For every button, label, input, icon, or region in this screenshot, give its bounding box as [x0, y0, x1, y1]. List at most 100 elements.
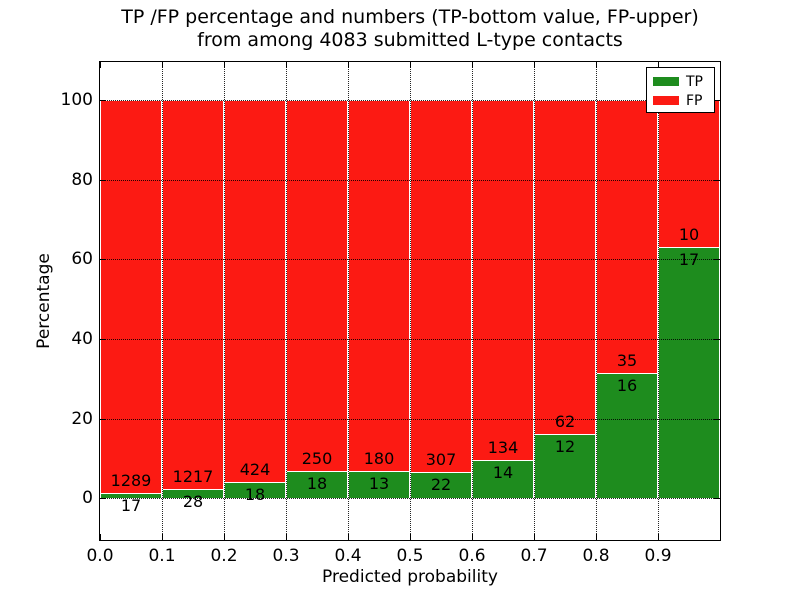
- gridline-horizontal: [100, 338, 720, 340]
- x-tick: [286, 534, 287, 540]
- y-tick: [714, 179, 720, 181]
- y-tick: [100, 99, 106, 101]
- x-tick: [534, 62, 535, 68]
- bar-fp-segment: [224, 99, 286, 482]
- chart-title-line-1: TP /FP percentage and numbers (TP-bottom…: [121, 6, 699, 28]
- x-tick: [348, 534, 349, 540]
- bar-tp-segment: [472, 460, 534, 499]
- bar-tp-segment: [286, 471, 348, 499]
- x-tick: [410, 534, 411, 540]
- legend-swatch-tp-icon: [653, 77, 679, 86]
- x-tick: [534, 534, 535, 540]
- fp-count-label: 424: [239, 459, 271, 479]
- bar-tp-segment: [410, 471, 472, 499]
- bar-fp-segment: [162, 99, 224, 490]
- bar-tp-segment: [348, 471, 410, 499]
- fp-count-label: 62: [554, 411, 576, 431]
- legend-entry-tp: TP: [653, 73, 714, 90]
- y-tick: [100, 259, 106, 261]
- y-tick-label: 60: [71, 249, 93, 270]
- chart-title-line-2: from among 4083 submitted L-type contact…: [197, 29, 623, 51]
- x-tick-label: 0.4: [334, 546, 362, 566]
- tp-count-label: 18: [306, 474, 328, 494]
- fp-count-label: 134: [487, 438, 519, 458]
- fp-count-label: 307: [425, 449, 457, 469]
- x-tick: [162, 534, 163, 540]
- legend-swatch-fp-icon: [653, 96, 679, 105]
- gridline-vertical: [348, 62, 349, 540]
- x-tick: [472, 62, 473, 68]
- fp-count-label: 10: [678, 225, 700, 245]
- tp-count-label: 17: [120, 495, 142, 515]
- legend-label-tp: TP: [686, 73, 703, 90]
- y-tick: [100, 498, 106, 500]
- bar-fp-segment: [658, 99, 720, 248]
- x-tick-label: 0.6: [458, 546, 486, 566]
- tp-count-label: 16: [616, 376, 638, 396]
- bar-fp-segment: [348, 99, 410, 472]
- gridline-vertical: [472, 62, 473, 540]
- x-tick-label: 0.2: [210, 546, 238, 566]
- gridline-vertical: [658, 62, 659, 540]
- x-tick-label: 0.3: [272, 546, 300, 566]
- y-tick-label: 0: [82, 488, 93, 509]
- gridline-horizontal: [100, 179, 720, 181]
- x-tick: [162, 62, 163, 68]
- gridline-vertical: [224, 62, 225, 540]
- y-tick: [714, 259, 720, 261]
- y-tick: [714, 498, 720, 500]
- y-tick-label: 20: [71, 408, 93, 429]
- y-tick: [100, 338, 106, 340]
- chart-title: TP /FP percentage and numbers (TP-bottom…: [100, 6, 720, 52]
- x-tick: [410, 62, 411, 68]
- bar-tp-segment: [100, 492, 162, 499]
- x-tick: [224, 534, 225, 540]
- x-tick: [472, 534, 473, 540]
- x-tick: [348, 62, 349, 68]
- tp-count-label: 13: [368, 474, 390, 494]
- bar-fp-segment: [410, 99, 472, 472]
- gridline-horizontal: [100, 418, 720, 420]
- tp-count-label: 12: [554, 436, 576, 456]
- x-tick: [100, 62, 101, 68]
- x-tick: [596, 534, 597, 540]
- gridline-horizontal: [100, 99, 720, 101]
- tp-count-label: 28: [182, 492, 204, 512]
- x-tick-label: 0.0: [86, 546, 114, 566]
- gridline-vertical: [410, 62, 411, 540]
- bar-fp-segment: [472, 99, 534, 461]
- tp-count-label: 14: [492, 463, 514, 483]
- y-tick: [714, 338, 720, 340]
- x-tick: [224, 62, 225, 68]
- fp-count-label: 35: [616, 351, 638, 371]
- fp-count-label: 250: [301, 449, 333, 469]
- tp-count-label: 22: [430, 474, 452, 494]
- x-tick: [658, 534, 659, 540]
- y-tick: [100, 179, 106, 181]
- x-tick: [658, 62, 659, 68]
- y-tick-label: 100: [60, 89, 93, 110]
- bar-fp-segment: [100, 99, 162, 493]
- y-tick: [714, 418, 720, 420]
- x-tick-label: 0.7: [520, 546, 548, 566]
- x-tick-label: 0.5: [396, 546, 424, 566]
- gridline-vertical: [162, 62, 163, 540]
- tp-count-label: 17: [678, 250, 700, 270]
- gridline-horizontal: [100, 498, 720, 500]
- legend: TP FP: [646, 67, 715, 113]
- bar-fp-segment: [534, 99, 596, 434]
- x-tick-label: 0.1: [148, 546, 176, 566]
- gridline-vertical: [286, 62, 287, 540]
- plot-area: 1289 17 1217 28 424 18 250 18 180 13 307 22 134 14 62 1…: [99, 61, 721, 541]
- bar-tp-segment: [658, 247, 720, 499]
- y-tick: [100, 418, 106, 420]
- bar-fp-segment: [286, 99, 348, 472]
- x-axis-label: Predicted probability: [322, 567, 498, 587]
- gridline-vertical: [534, 62, 535, 540]
- y-tick-label: 80: [71, 169, 93, 190]
- gridline-vertical: [596, 62, 597, 540]
- x-tick: [100, 534, 101, 540]
- bar-fp-segment: [596, 99, 658, 374]
- x-tick-label: 0.9: [644, 546, 672, 566]
